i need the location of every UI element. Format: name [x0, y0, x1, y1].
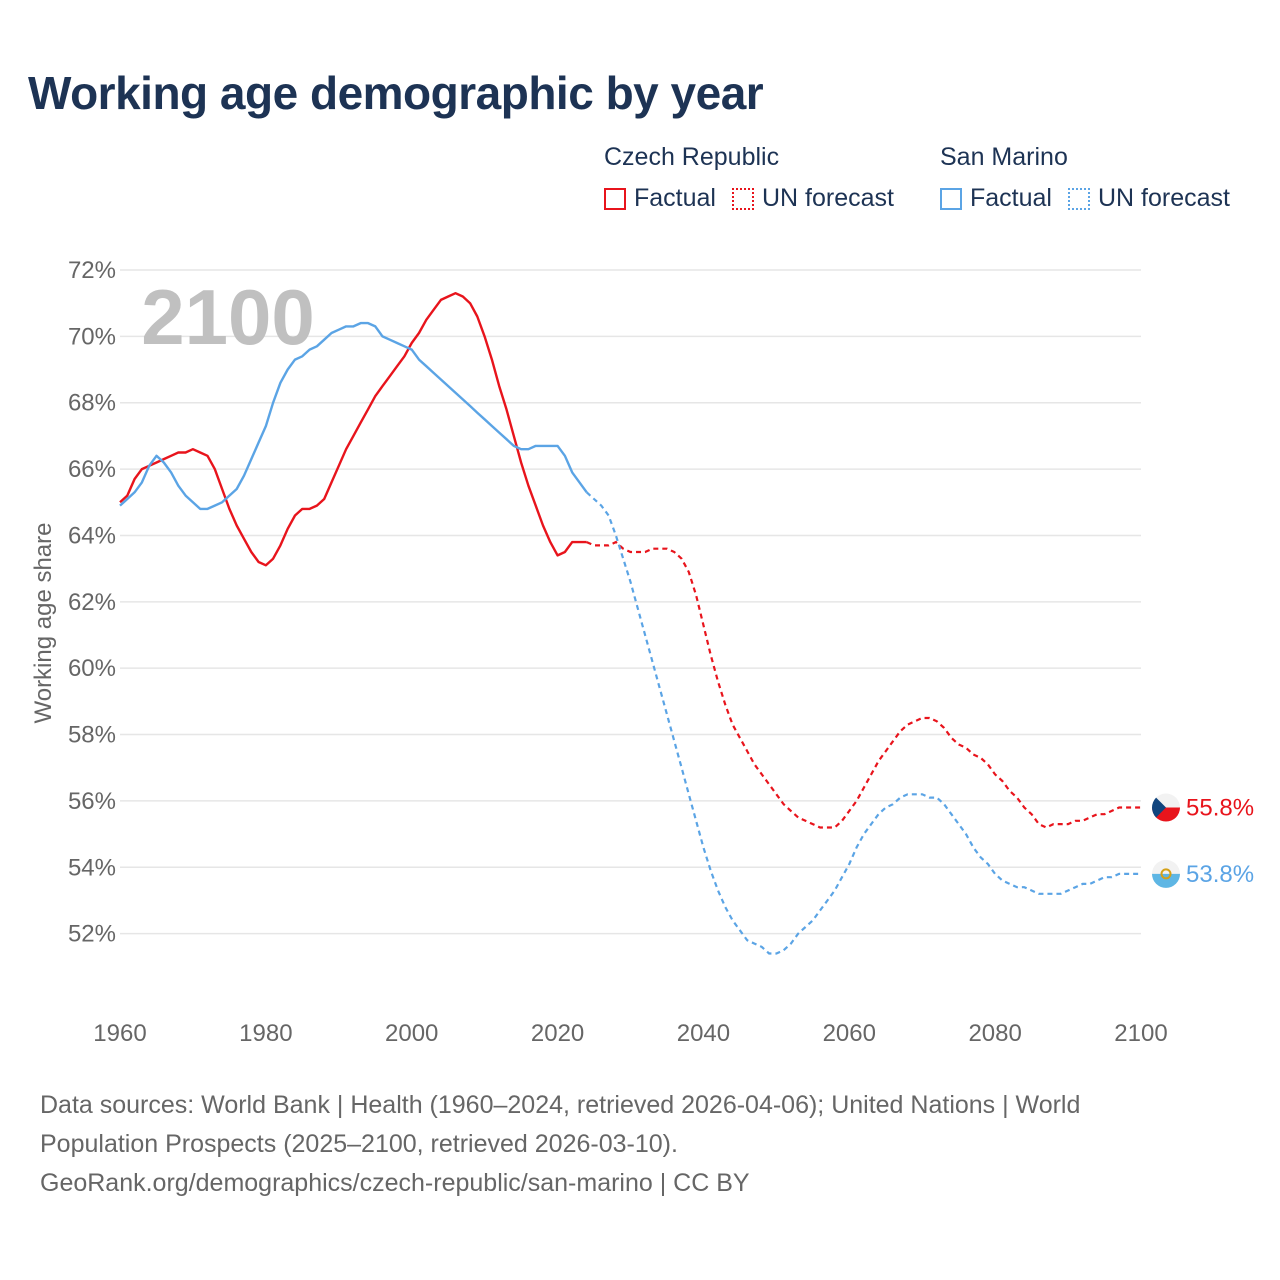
x-tick-2040: 2040: [677, 1020, 730, 1047]
y-tick-70: 70%: [68, 323, 116, 350]
czech-factual-swatch: [604, 187, 626, 210]
legend-czech-forecast-label: UN forecast: [761, 184, 894, 212]
flag-czech-blue: [1151, 797, 1166, 818]
czech-republic-end-label: 55.8%: [1186, 795, 1254, 822]
sanmarino-factual-swatch: [940, 187, 962, 210]
year-watermark: 2100: [141, 273, 315, 361]
x-tick-2060: 2060: [823, 1020, 876, 1047]
y-axis-label: Working age share: [30, 523, 57, 724]
legend-sanmarino-title: San Marino: [940, 143, 1068, 171]
san-marino-forecast-line: [585, 491, 1141, 955]
y-tick-62: 62%: [68, 589, 116, 616]
x-tick-labels: 1960 1980 2000 2020 2040 2060 2080 2100: [93, 1020, 1167, 1047]
san-marino-end-label: 53.8%: [1186, 861, 1254, 888]
flag-sanmarino-blue: [1152, 873, 1181, 888]
x-tick-1960: 1960: [93, 1020, 146, 1047]
san-marino-flag-icon: [1152, 859, 1181, 888]
legend-san-marino: San Marino Factual UN forecast: [940, 143, 1230, 213]
czech-forecast-swatch: [731, 187, 754, 210]
x-tick-2000: 2000: [385, 1020, 438, 1047]
y-tick-72: 72%: [68, 257, 116, 284]
sources-line-2: Population Prospects (2025–2100, retriev…: [40, 1130, 678, 1158]
sources-line-1: Data sources: World Bank | Health (1960–…: [40, 1091, 1081, 1119]
y-tick-labels: 52% 54% 56% 58% 60% 62% 64% 66% 68% 70% 72%: [68, 257, 116, 948]
legend-czech-factual-label: Factual: [634, 184, 716, 212]
czech-republic-flag-icon: [1151, 793, 1181, 822]
czech-republic-forecast-line: [586, 540, 1141, 829]
legend-czech-factual[interactable]: Factual: [604, 184, 716, 213]
data-sources: Data sources: World Bank | Health (1960–…: [40, 1086, 1240, 1203]
y-tick-66: 66%: [68, 456, 116, 483]
x-tick-1980: 1980: [239, 1020, 292, 1047]
legend-sanmarino-forecast-label: UN forecast: [1097, 184, 1230, 212]
gridlines: [120, 269, 1141, 935]
san-marino-factual-line: [119, 321, 588, 511]
legend-czech-republic: Czech Republic Factual UN forecast: [604, 143, 894, 213]
y-tick-54: 54%: [68, 854, 116, 881]
legend-sanmarino-factual[interactable]: Factual: [940, 184, 1052, 213]
x-tick-2100: 2100: [1114, 1020, 1167, 1047]
y-tick-60: 60%: [68, 655, 116, 682]
end-markers: 55.8% 53.8%: [1151, 793, 1254, 888]
y-tick-64: 64%: [68, 522, 116, 549]
y-tick-58: 58%: [68, 722, 116, 749]
legend-sanmarino-factual-label: Factual: [970, 184, 1052, 212]
legend-sanmarino-forecast[interactable]: UN forecast: [1067, 184, 1230, 213]
flag-sanmarino-emblem: [1160, 868, 1172, 880]
series-lines: [119, 292, 1141, 955]
y-tick-52: 52%: [68, 921, 116, 948]
y-tick-56: 56%: [68, 788, 116, 815]
sources-line-3[interactable]: GeoRank.org/demographics/czech-republic/…: [40, 1169, 750, 1197]
x-tick-2080: 2080: [968, 1020, 1021, 1047]
y-tick-68: 68%: [68, 390, 116, 417]
legend-czech-forecast[interactable]: UN forecast: [731, 184, 894, 213]
chart-title: Working age demographic by year: [28, 67, 764, 119]
czech-republic-factual-line: [119, 292, 587, 567]
x-tick-2020: 2020: [531, 1020, 584, 1047]
sanmarino-forecast-swatch: [1067, 187, 1090, 210]
legend-czech-title: Czech Republic: [604, 143, 780, 171]
